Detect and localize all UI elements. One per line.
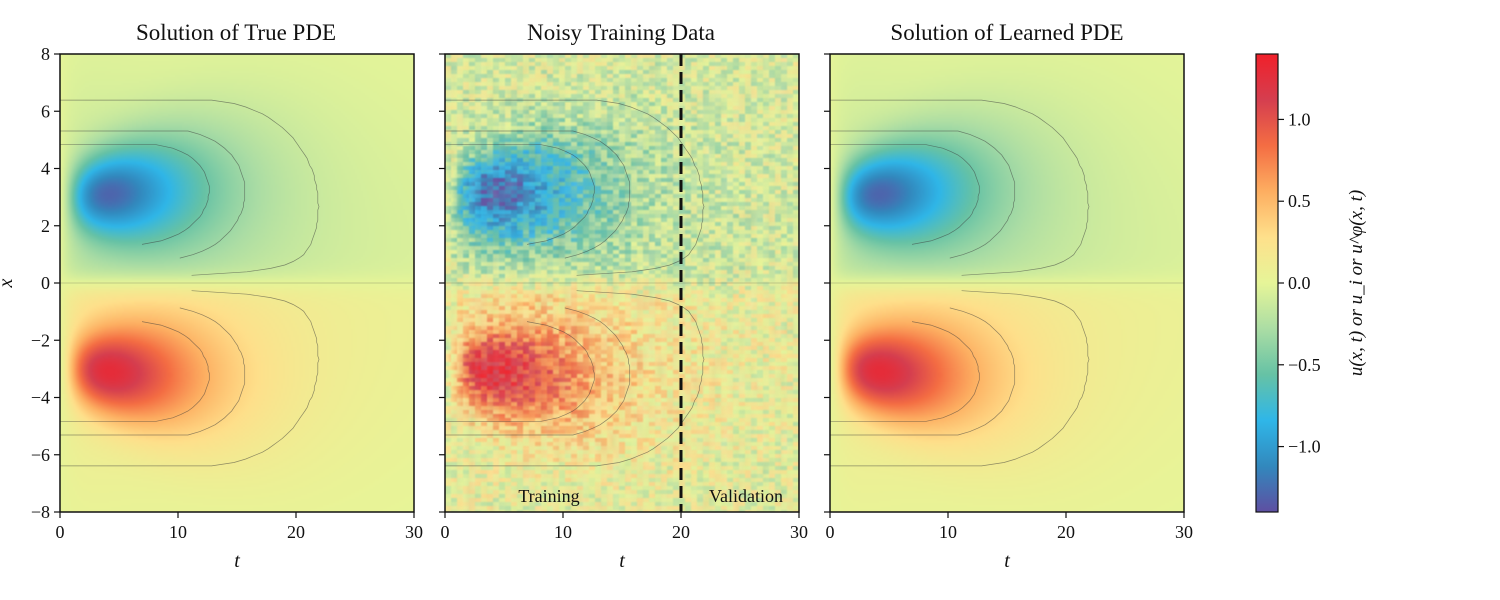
y-tick-label: 8 [41,44,50,64]
contour-line [830,99,1090,276]
x-tick-label: 10 [169,522,187,542]
contour-line [60,99,320,276]
colorbar-tick-label: 0.0 [1288,273,1311,293]
colorbar-label-text: u(x, t) or u_i or u^φ(x, t) [1346,190,1367,376]
y-tick-label: 4 [41,159,50,179]
x-tick-label: 30 [1175,522,1193,542]
training-label: Training [518,486,579,506]
colorbar-tick-label: −0.5 [1288,355,1321,375]
x-axis-label: t [234,550,240,572]
contour-line [445,130,631,259]
x-tick-label: 20 [672,522,690,542]
x-axis-label: t [1004,550,1010,572]
contour-line [445,144,595,245]
colorbar-tick-label: 0.5 [1288,191,1311,211]
y-tick-label: 0 [41,273,50,293]
contour-line [445,307,631,436]
x-tick-label: 10 [939,522,957,542]
colorbar-label: u(x, t) or u_i or u^φ(x, t) [1346,190,1367,376]
x-tick-label: 30 [790,522,808,542]
y-tick-label: 6 [41,101,50,121]
y-tick-label: −4 [31,388,50,408]
x-ticks: 0 10 20 30 [441,512,808,542]
x-ticks: 0 10 20 30 [826,512,1193,542]
y-ticks [824,53,830,513]
x-tick-label: 0 [826,522,835,542]
contour-line [830,290,1090,467]
x-ticks: 0 10 20 30 [56,512,423,542]
contour-line [830,130,1016,259]
panel-title: Noisy Training Data [527,20,715,45]
x-axis-label: t [619,550,625,572]
contour-line [60,321,210,422]
contour-line [830,307,1016,436]
heatmap-true-pde [60,54,414,512]
contour-lines [830,99,1184,467]
y-tick-label: −6 [31,445,50,465]
x-tick-label: 10 [554,522,572,542]
colorbar-tick-label: 1.0 [1288,109,1311,129]
panel-title: Solution of Learned PDE [890,20,1123,45]
contour-line [830,321,980,422]
colorbar: 1.0 0.5 0.0 −0.5 −1.0 u(x, t) or u_i or u^φ(… [1255,53,1367,513]
contour-line [60,307,246,436]
contour-line [830,144,980,245]
colorbar-ticks: 1.0 0.5 0.0 −0.5 −1.0 [1278,109,1321,457]
contour-lines [60,99,414,467]
heatmap-learned-pde [830,54,1184,512]
y-tick-label: −8 [31,502,50,522]
x-tick-label: 0 [56,522,65,542]
contour-line [445,321,595,422]
x-tick-label: 20 [287,522,305,542]
panel-noisy-data: Noisy Training Data Training Validation … [439,20,808,572]
x-tick-label: 30 [405,522,423,542]
colorbar-scale [1255,53,1279,513]
y-ticks [439,53,445,513]
contour-line [60,130,246,259]
x-tick-label: 0 [441,522,450,542]
contour-line [60,144,210,245]
y-axis-label: x [0,278,17,288]
x-tick-label: 20 [1057,522,1075,542]
y-ticks: 8 6 4 2 0 −2 −4 −6 −8 [31,44,60,522]
contour-line [60,290,320,467]
y-tick-label: −2 [31,330,50,350]
y-tick-label: 2 [41,216,50,236]
panel-learned-pde: Solution of Learned PDE 0 10 20 30 t [824,20,1193,572]
validation-label: Validation [709,486,783,506]
noise-texture [445,54,799,512]
contour-lines [445,99,799,467]
colorbar-tick-label: −1.0 [1288,437,1321,457]
contour-line [445,99,705,276]
panel-true-pde: Solution of True PDE 0 10 20 30 86420−2−4−6… [0,20,423,572]
panel-title: Solution of True PDE [136,20,336,45]
contour-line [445,290,705,467]
